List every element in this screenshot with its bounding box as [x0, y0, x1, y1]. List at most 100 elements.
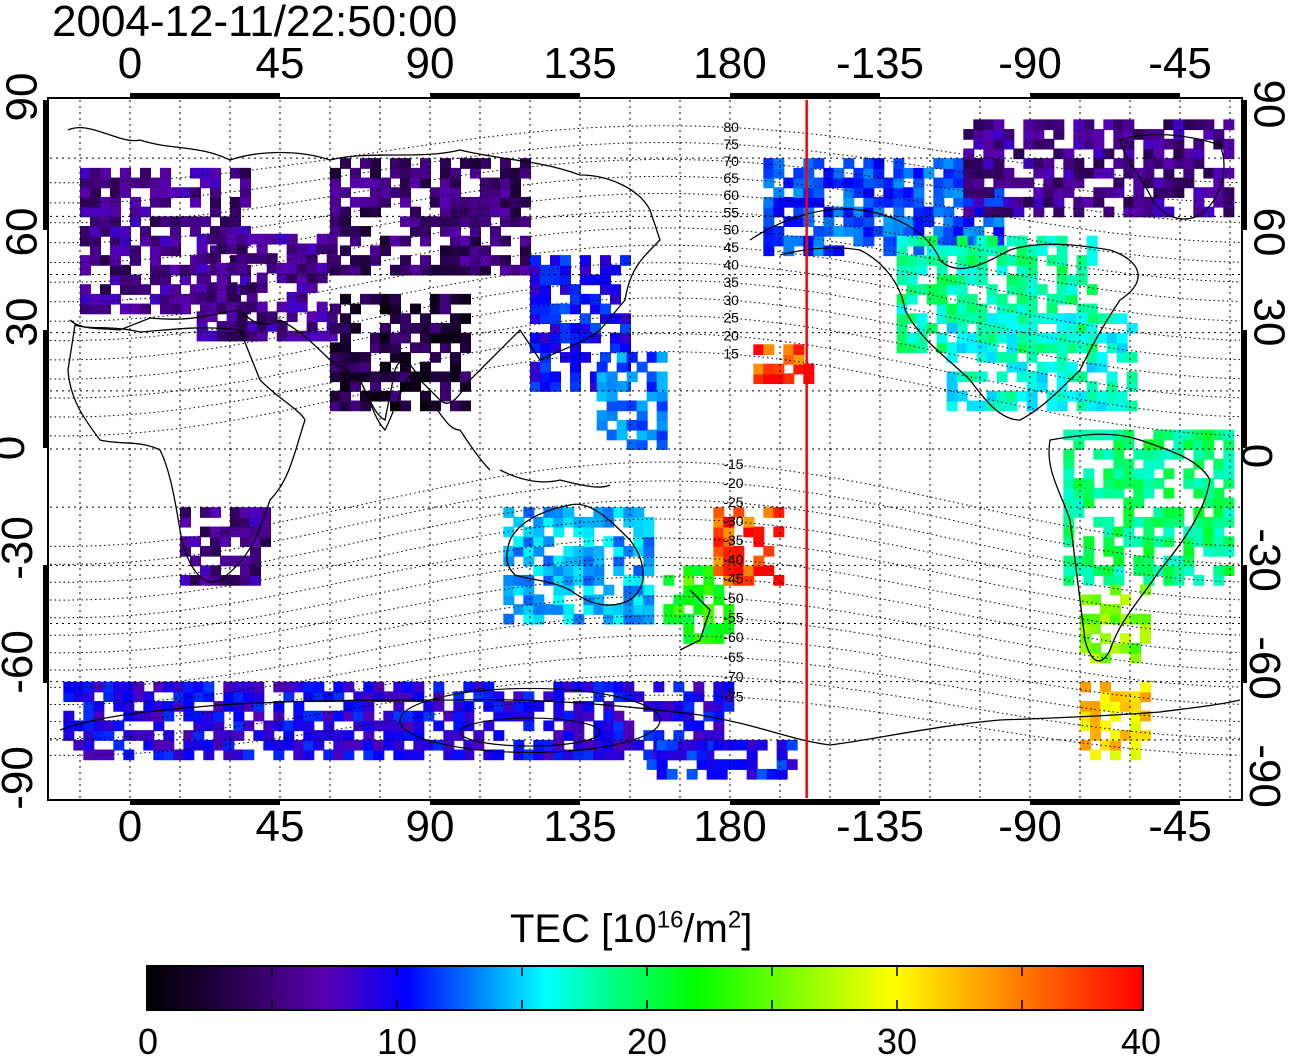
tec-cell	[1007, 391, 1018, 402]
tec-cell	[130, 245, 141, 256]
tec-cell	[1033, 207, 1044, 218]
tec-cell	[200, 546, 211, 557]
tec-cell	[793, 178, 804, 189]
tec-cell	[297, 292, 308, 303]
tec-cell	[73, 691, 84, 702]
tec-cell	[93, 682, 104, 693]
tec-cell	[657, 371, 668, 382]
tec-cell	[977, 401, 988, 412]
tec-cell	[390, 304, 401, 315]
tec-cell	[197, 253, 208, 264]
tec-cell	[1193, 439, 1204, 450]
tec-cell	[1203, 207, 1214, 218]
tec-cell	[450, 362, 461, 373]
tec-cell	[623, 507, 634, 518]
tec-cell	[480, 197, 491, 208]
tec-cell	[193, 711, 204, 722]
tec-cell	[1003, 168, 1014, 179]
tec-cell	[1123, 207, 1134, 218]
tec-cell	[183, 691, 194, 702]
tec-cell	[843, 187, 854, 198]
tec-cell	[1093, 129, 1104, 140]
tec-cell	[1113, 129, 1124, 140]
tec-cell	[190, 168, 201, 179]
tec-cell	[657, 381, 668, 392]
tec-cell	[323, 730, 334, 741]
tec-cell	[470, 197, 481, 208]
tec-cell	[937, 265, 948, 276]
tec-cell	[340, 216, 351, 227]
tec-cell	[250, 565, 261, 576]
tec-cell	[420, 323, 431, 334]
tec-cell	[593, 565, 604, 576]
tec-cell	[1090, 643, 1101, 654]
tec-cell	[277, 302, 288, 313]
tec-cell	[1223, 459, 1234, 470]
tec-cell	[1183, 178, 1194, 189]
tec-cell	[957, 275, 968, 286]
tec-cell	[200, 168, 211, 179]
tec-cell	[183, 730, 194, 741]
tec-cell	[823, 207, 834, 218]
tec-cell	[1143, 449, 1154, 460]
tec-cell	[350, 304, 361, 315]
tec-cell	[947, 352, 958, 363]
tec-cell	[90, 187, 101, 198]
tec-cell	[523, 614, 534, 625]
tec-cell	[763, 216, 774, 227]
tec-cell	[883, 226, 894, 237]
tec-cell	[363, 711, 374, 722]
tec-cell	[430, 265, 441, 276]
tec-cell	[1097, 362, 1108, 373]
tec-cell	[1033, 139, 1044, 150]
tec-cell	[1193, 536, 1204, 547]
tec-cell	[340, 158, 351, 169]
tec-cell	[340, 391, 351, 402]
tec-cell	[593, 740, 604, 751]
tec-cell	[1117, 342, 1128, 353]
tec-cell	[133, 730, 144, 741]
tec-cell	[123, 750, 134, 761]
tec-cell	[1120, 730, 1131, 741]
tec-cell	[450, 294, 461, 305]
tec-cell	[380, 323, 391, 334]
tec-cell	[333, 711, 344, 722]
tec-cell	[590, 275, 601, 286]
tec-cell	[303, 750, 314, 761]
tec-cell	[313, 740, 324, 751]
tec-cell	[217, 234, 228, 245]
tec-cell	[1223, 119, 1234, 130]
tec-cell	[1213, 565, 1224, 576]
tec-cell	[1153, 478, 1164, 489]
tec-cell	[140, 226, 151, 237]
tec-cell	[1057, 401, 1068, 412]
tec-cell	[613, 565, 624, 576]
tec-cell	[230, 527, 241, 538]
tec-cell	[683, 720, 694, 731]
tec-cell	[1223, 148, 1234, 159]
tec-cell	[673, 614, 684, 625]
tec-cell	[440, 226, 451, 237]
tec-cell	[747, 750, 758, 761]
tec-cell	[1087, 284, 1098, 295]
tec-cell	[683, 565, 694, 576]
tec-cell	[400, 168, 411, 179]
tec-cell	[540, 381, 551, 392]
tec-cell	[1103, 148, 1114, 159]
tec-cell	[213, 740, 224, 751]
tec-cell	[1107, 333, 1118, 344]
tec-cell	[150, 216, 161, 227]
tec-cell	[607, 410, 618, 421]
tec-cell	[1223, 139, 1234, 150]
tec-cell	[100, 207, 111, 218]
tec-cell	[783, 197, 794, 208]
tec-cell	[533, 517, 544, 528]
tec-cell	[777, 750, 788, 761]
tec-cell	[917, 265, 928, 276]
tec-cell	[510, 168, 521, 179]
tec-cell	[503, 575, 514, 586]
tec-cell	[1223, 507, 1234, 518]
tec-cell	[693, 730, 704, 741]
tec-cell	[583, 750, 594, 761]
tec-cell	[307, 263, 318, 274]
